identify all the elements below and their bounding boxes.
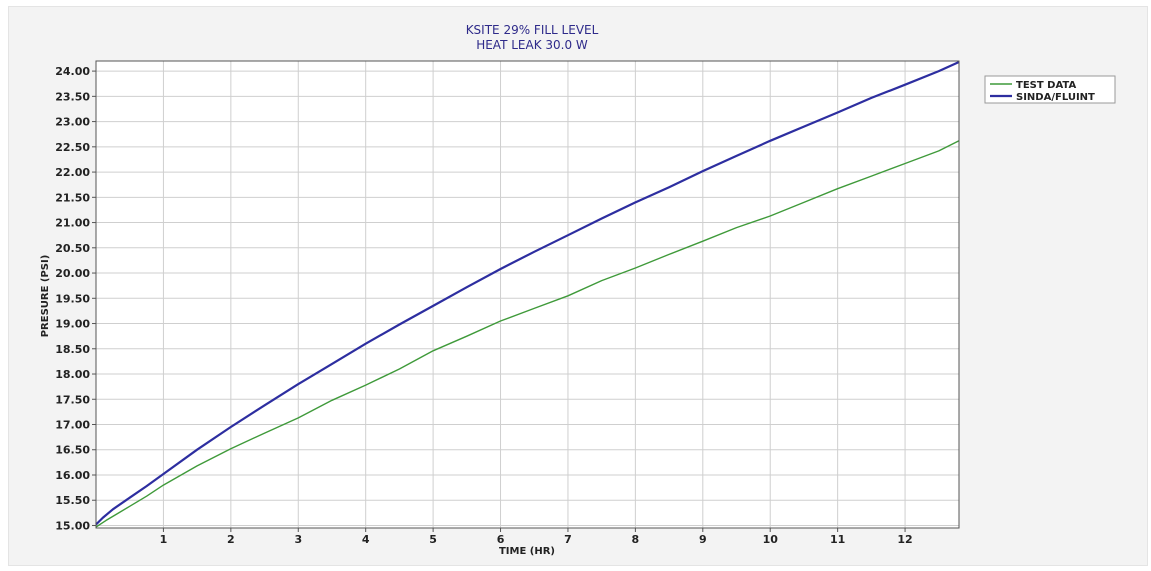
x-tick-label: 6 [497,533,505,546]
y-tick-label: 22.00 [55,166,90,179]
legend-box [984,75,1116,104]
y-tick-label: 20.50 [55,242,90,255]
y-tick-label: 15.50 [55,494,90,507]
plot-area [96,61,959,528]
y-tick-label: 17.00 [55,419,90,432]
legend-label: TEST DATA [1016,80,1076,91]
x-tick-label: 10 [763,533,779,546]
y-tick-label: 24.00 [55,65,90,78]
x-tick-label: 1 [160,533,168,546]
legend-label: SINDA/FLUINT [1016,92,1095,103]
x-tick-label: 11 [830,533,845,546]
y-tick-label: 15.00 [55,519,90,532]
x-tick-label: 2 [227,533,235,546]
series-group [95,60,960,528]
x-tick-label: 7 [564,533,572,546]
y-tick-label: 18.50 [55,343,90,356]
chart-title: KSITE 29% FILL LEVEL [466,23,599,37]
y-tick-label: 17.50 [55,393,90,406]
y-tick-label: 19.50 [55,292,90,305]
x-tick-label: 3 [294,533,302,546]
y-tick-label: 23.50 [55,90,90,103]
series-line-test-data [95,140,960,528]
chart-subtitle: HEAT LEAK 30.0 W [476,38,588,52]
y-tick-label: 18.00 [55,368,90,381]
y-tick-label: 16.50 [55,444,90,457]
y-tick-label: 23.00 [55,116,90,129]
y-tick-label: 22.50 [55,141,90,154]
y-axis-label: PRESURE (PSI) [40,255,51,338]
y-tick-label: 16.00 [55,469,90,482]
x-tick-label: 4 [362,533,370,546]
y-tick-label: 19.00 [55,318,90,331]
x-tick-label: 9 [699,533,707,546]
y-tick-label: 21.50 [55,191,90,204]
x-tick-label: 5 [429,533,437,546]
x-axis-ticks: 1 2 3 4 5 6 7 8 9 10 11 12 [160,528,913,546]
x-tick-label: 8 [632,533,640,546]
series-line-sinda-fluint [95,60,960,526]
x-axis-label: TIME (HR) [499,546,555,557]
grid-lines [96,61,959,528]
y-tick-label: 21.00 [55,217,90,230]
x-tick-label: 12 [897,533,912,546]
y-tick-label: 20.00 [55,267,90,280]
y-axis-ticks: 15.00 15.50 16.00 16.50 17.00 17.50 18.00 18.50… [55,65,96,532]
plot-border [95,60,960,529]
